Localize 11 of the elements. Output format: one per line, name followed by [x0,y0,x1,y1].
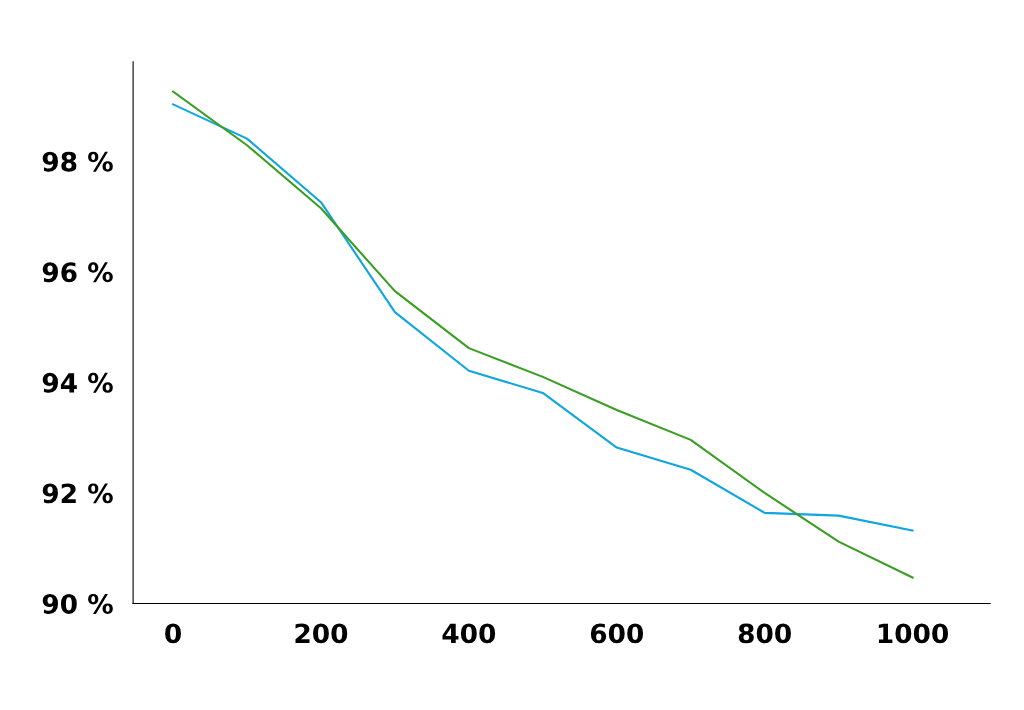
x-tick-label: 400 [442,623,496,644]
y-tick-label: 94 % [42,372,113,393]
y-tick-label: 90 % [42,593,113,614]
y-tick-label: 98 % [42,151,113,172]
x-tick-label: 200 [295,623,348,644]
x-tick-label: 800 [738,623,791,644]
y-tick-label: 96 % [42,262,113,283]
x-tick-label: 0 [165,623,181,644]
x-tick-label: 1000 [878,623,949,644]
y-tick-label: 92 % [42,483,113,504]
x-tick-label: 600 [590,623,644,644]
